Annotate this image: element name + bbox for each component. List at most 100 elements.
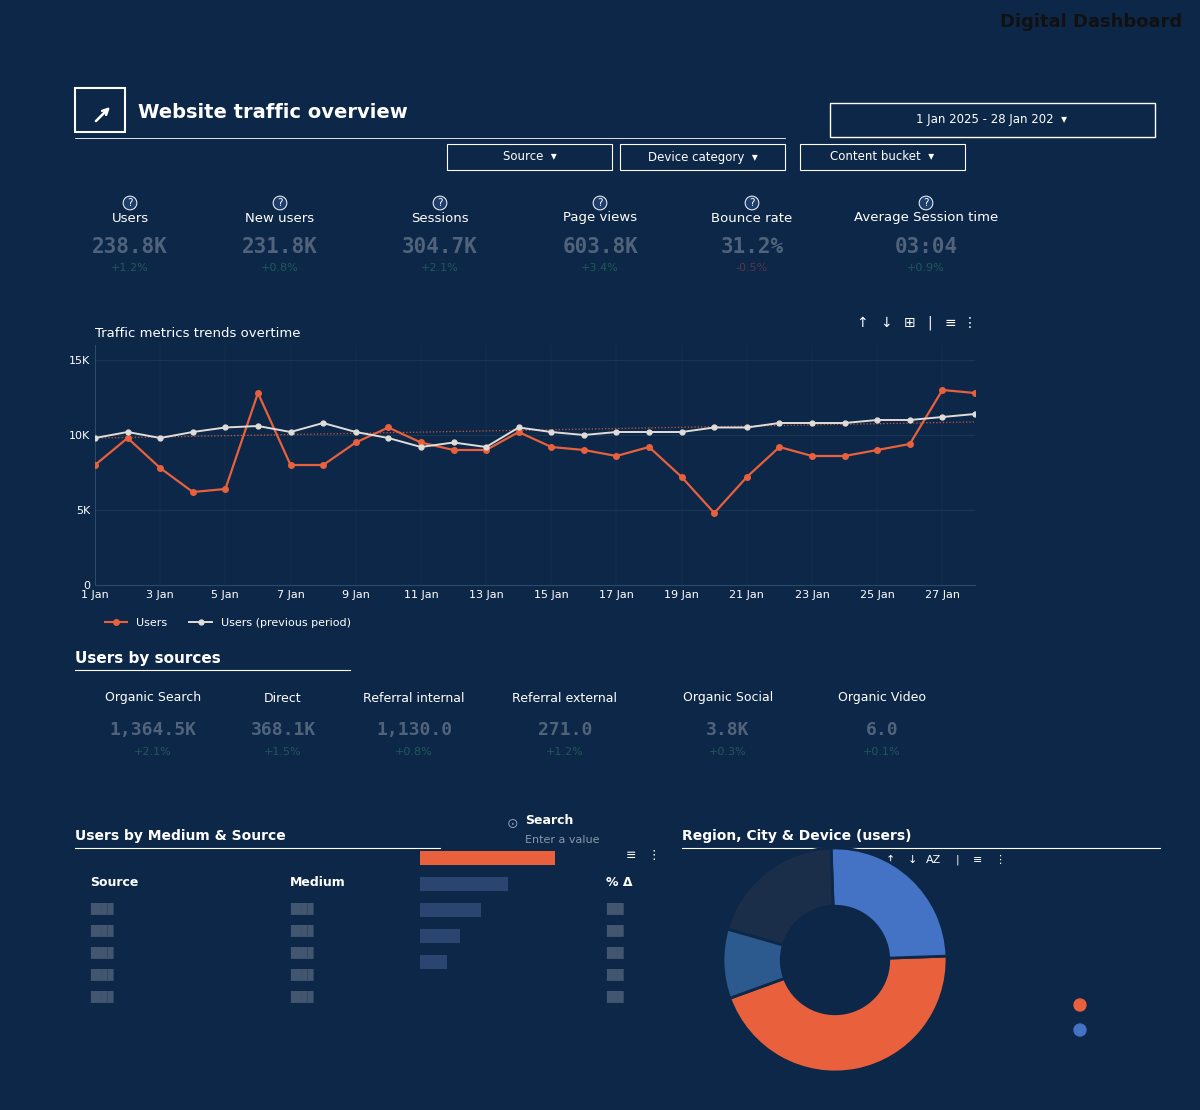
Circle shape <box>1074 1025 1086 1036</box>
Text: +1.2%: +1.2% <box>112 263 149 273</box>
Text: 1,130.0: 1,130.0 <box>376 722 452 739</box>
Text: % Δ: % Δ <box>606 877 632 889</box>
Text: ⋮: ⋮ <box>995 855 1006 865</box>
Bar <box>420 955 446 969</box>
Text: Source  ▾: Source ▾ <box>503 151 557 163</box>
Bar <box>420 851 554 865</box>
Text: 271.0: 271.0 <box>538 722 592 739</box>
Text: Source: Source <box>90 877 138 889</box>
Text: Referral external: Referral external <box>512 692 618 705</box>
Text: 603.8K: 603.8K <box>562 238 638 258</box>
Text: 6.0: 6.0 <box>865 722 899 739</box>
Text: +0.8%: +0.8% <box>262 263 299 273</box>
Text: Users by sources: Users by sources <box>74 650 221 666</box>
Text: ?: ? <box>923 198 929 208</box>
Text: ?: ? <box>749 198 755 208</box>
Text: Referral internal: Referral internal <box>364 692 464 705</box>
Text: +1.2%: +1.2% <box>546 747 584 757</box>
Text: +1.5%: +1.5% <box>264 747 302 757</box>
Text: +0.9%: +0.9% <box>907 263 944 273</box>
Text: New users: New users <box>246 212 314 224</box>
Text: Bounce rate: Bounce rate <box>712 212 793 224</box>
Text: ████: ████ <box>290 902 313 914</box>
Text: ████: ████ <box>90 902 114 914</box>
Text: +2.1%: +2.1% <box>421 263 458 273</box>
Text: ████: ████ <box>290 946 313 958</box>
Text: Digital Dashboard: Digital Dashboard <box>1000 13 1182 31</box>
Text: 304.7K: 304.7K <box>402 238 478 258</box>
Text: Average Session time: Average Session time <box>854 212 998 224</box>
Bar <box>420 877 508 891</box>
Text: +0.1%: +0.1% <box>863 747 901 757</box>
Bar <box>420 902 480 917</box>
Text: ⋮: ⋮ <box>964 316 977 330</box>
Text: |: | <box>928 315 932 331</box>
Circle shape <box>1074 999 1086 1011</box>
Text: Medium: Medium <box>290 877 346 889</box>
Text: Users ▾: Users ▾ <box>420 877 470 889</box>
Text: Region, City & Device (users): Region, City & Device (users) <box>682 829 912 842</box>
Text: Organic Search: Organic Search <box>104 692 202 705</box>
Text: 1,364.5K: 1,364.5K <box>109 722 197 739</box>
Text: Traffic metrics trends overtime: Traffic metrics trends overtime <box>95 326 300 340</box>
Wedge shape <box>727 848 833 946</box>
Text: ≡: ≡ <box>944 316 956 330</box>
Text: ?: ? <box>277 198 283 208</box>
Text: ?: ? <box>437 198 443 208</box>
Text: ⊞: ⊞ <box>904 316 916 330</box>
Text: Sessions: Sessions <box>412 212 469 224</box>
Text: ████: ████ <box>290 924 313 936</box>
Text: ████: ████ <box>90 924 114 936</box>
Text: ?: ? <box>127 198 133 208</box>
Bar <box>420 929 461 944</box>
Text: Organic Social: Organic Social <box>683 692 773 705</box>
Text: ?: ? <box>598 198 602 208</box>
Text: ⊙: ⊙ <box>508 817 518 831</box>
Text: ████: ████ <box>90 990 114 1002</box>
Text: ████: ████ <box>90 946 114 958</box>
Text: 03:04: 03:04 <box>894 238 958 258</box>
Text: Content bucket  ▾: Content bucket ▾ <box>830 151 935 163</box>
Text: AZ: AZ <box>926 855 942 865</box>
Text: Users: Users <box>112 212 149 224</box>
Text: 31.2%: 31.2% <box>720 238 784 258</box>
Text: ███: ███ <box>606 968 624 980</box>
Text: 238.8K: 238.8K <box>92 238 168 258</box>
Wedge shape <box>832 848 947 958</box>
Legend: Users, Users (previous period): Users, Users (previous period) <box>101 614 355 633</box>
Text: Page views: Page views <box>563 212 637 224</box>
Text: ↑: ↑ <box>856 316 868 330</box>
Text: Device category  ▾: Device category ▾ <box>648 151 757 163</box>
Text: ████: ████ <box>290 990 313 1002</box>
Text: ███: ███ <box>606 902 624 914</box>
Text: 1 Jan 2025 - 28 Jan 202  ▾: 1 Jan 2025 - 28 Jan 202 ▾ <box>917 113 1068 127</box>
Text: +0.3%: +0.3% <box>709 747 746 757</box>
Wedge shape <box>724 929 785 998</box>
Text: 368.1K: 368.1K <box>251 722 316 739</box>
Text: 3.8K: 3.8K <box>707 722 750 739</box>
Text: ████: ████ <box>290 968 313 980</box>
Text: ↑: ↑ <box>886 855 895 865</box>
Text: Direct: Direct <box>264 692 302 705</box>
Text: Users by Medium & Source: Users by Medium & Source <box>74 829 286 842</box>
Text: Organic Video: Organic Video <box>838 692 926 705</box>
Text: ≡: ≡ <box>626 848 636 861</box>
Wedge shape <box>730 956 947 1072</box>
Text: |: | <box>955 855 959 866</box>
Text: +3.4%: +3.4% <box>581 263 619 273</box>
Text: Search: Search <box>526 814 574 827</box>
Text: ███: ███ <box>606 990 624 1002</box>
Text: +2.1%: +2.1% <box>134 747 172 757</box>
Text: Enter a value: Enter a value <box>526 835 600 845</box>
Text: ⋮: ⋮ <box>647 848 660 861</box>
Text: 231.8K: 231.8K <box>242 238 318 258</box>
Text: Website traffic overview: Website traffic overview <box>138 103 408 122</box>
Text: +0.8%: +0.8% <box>395 747 433 757</box>
Text: -0.5%: -0.5% <box>736 263 768 273</box>
Text: ████: ████ <box>90 968 114 980</box>
Text: ███: ███ <box>606 946 624 958</box>
Text: ███: ███ <box>606 924 624 936</box>
Text: ↓: ↓ <box>907 855 917 865</box>
Text: ↓: ↓ <box>880 316 892 330</box>
Text: ≡: ≡ <box>973 855 983 865</box>
